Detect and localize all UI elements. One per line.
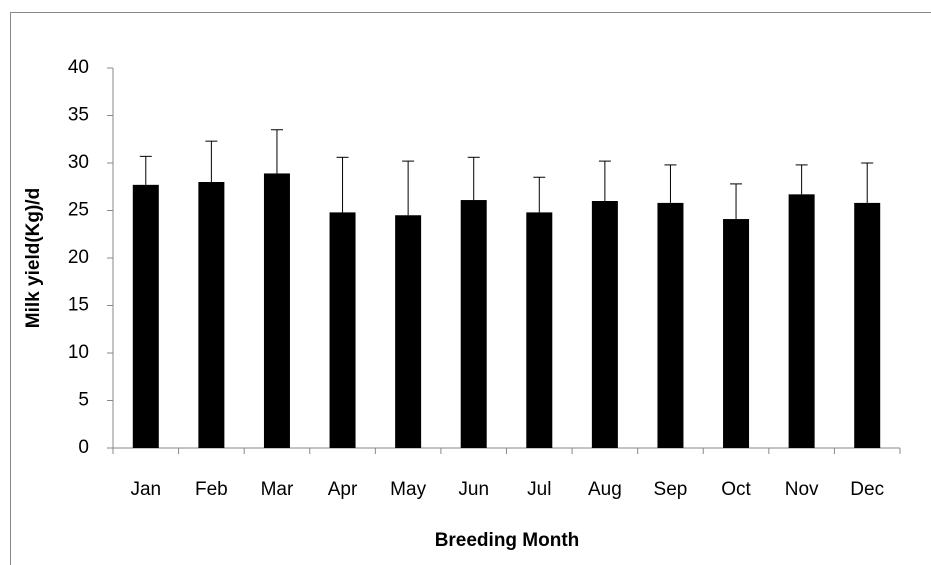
y-tick-label: 0 <box>78 437 89 458</box>
x-tick-label: Dec <box>850 479 884 500</box>
y-tick-label: 5 <box>78 390 89 411</box>
x-tick-label: May <box>390 479 426 500</box>
x-tick-label: Jun <box>458 479 489 500</box>
bar <box>657 202 684 448</box>
error-bar <box>664 164 677 203</box>
bar <box>198 182 225 448</box>
x-tick-label: Sep <box>654 479 688 500</box>
error-bar <box>205 140 218 182</box>
bar <box>591 201 618 448</box>
y-tick-label: 25 <box>68 200 89 221</box>
bar <box>329 212 356 448</box>
error-bar <box>139 155 152 185</box>
x-axis-title: Breeding Month <box>435 530 580 551</box>
bar <box>788 194 815 448</box>
y-tick-label: 35 <box>68 105 89 126</box>
y-tick-label: 10 <box>68 342 89 363</box>
x-tick-label: Nov <box>785 479 819 500</box>
bar <box>460 200 487 448</box>
y-axis-title: Milk yield(Kg)/d <box>23 188 44 328</box>
y-tick-label: 30 <box>68 152 89 173</box>
x-tick-label: Oct <box>721 479 751 500</box>
error-bar <box>598 160 611 201</box>
error-bar <box>730 183 743 220</box>
x-tick-label: Feb <box>195 479 228 500</box>
error-bar <box>861 162 874 203</box>
x-tick-label: Jan <box>130 479 161 500</box>
error-bar <box>467 156 480 201</box>
x-tick-label: Mar <box>261 479 294 500</box>
error-bar <box>533 176 546 213</box>
error-bar <box>336 156 349 213</box>
x-tick-label: Apr <box>328 479 358 500</box>
y-tick-label: 40 <box>68 57 89 78</box>
x-tick-label: Jul <box>527 479 551 500</box>
y-tick-label: 15 <box>68 295 89 316</box>
bar <box>526 212 553 448</box>
error-bar <box>795 164 808 195</box>
error-bar <box>402 160 415 216</box>
x-tick-label: Aug <box>588 479 622 500</box>
bar <box>854 202 881 448</box>
bar <box>723 219 750 448</box>
bar <box>395 215 422 448</box>
error-bar <box>270 129 283 174</box>
bar <box>132 184 159 448</box>
chart-frame <box>10 12 931 565</box>
y-tick-label: 20 <box>68 247 89 268</box>
bar <box>263 173 290 448</box>
